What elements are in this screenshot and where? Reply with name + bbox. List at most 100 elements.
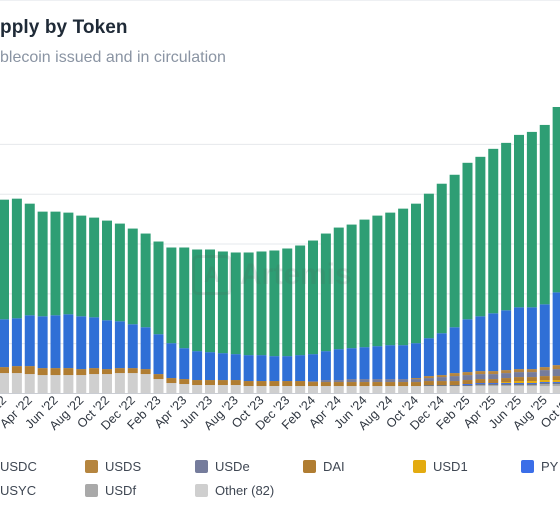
bar-segment xyxy=(89,217,100,318)
bar-segment xyxy=(385,386,396,393)
bar-segment xyxy=(449,376,460,382)
bar-segment xyxy=(552,383,560,385)
bar-segment xyxy=(488,386,499,393)
bar-segment xyxy=(514,385,524,387)
bar-segment xyxy=(552,380,560,383)
bar-segment xyxy=(539,367,550,371)
bar-segment xyxy=(11,366,22,374)
bar-segment xyxy=(269,381,280,387)
bar-segment xyxy=(140,369,151,375)
legend-swatch xyxy=(521,460,534,473)
bar-segment xyxy=(230,380,241,386)
legend-label: USDS xyxy=(105,459,142,474)
bar-segment xyxy=(526,377,537,382)
bar-segment xyxy=(63,212,74,315)
watermark-brand: Artemis xyxy=(240,258,352,291)
bar-segment xyxy=(462,372,473,376)
legend-item[interactable]: USDC xyxy=(0,459,37,474)
bar-segment xyxy=(436,333,447,376)
bar-segment xyxy=(449,381,460,386)
bar-segment xyxy=(346,348,357,380)
bar-segment xyxy=(501,310,512,371)
bar-segment xyxy=(295,381,306,387)
legend-item[interactable]: USDe xyxy=(195,459,250,474)
bar-segment xyxy=(514,383,524,385)
bar-segment xyxy=(539,370,550,377)
bar-segment xyxy=(539,376,550,381)
bar-segment xyxy=(256,251,267,356)
bar-segment xyxy=(153,241,164,335)
legend-item[interactable]: USD1 xyxy=(413,459,468,474)
bar-segment xyxy=(320,233,331,352)
legend-item[interactable]: DAI xyxy=(303,459,345,474)
bar-segment xyxy=(11,198,22,319)
bar-segment xyxy=(256,381,267,387)
bar-segment xyxy=(475,156,486,317)
bar-segment xyxy=(11,318,22,367)
bar-segment xyxy=(346,382,357,387)
bar-segment xyxy=(24,315,35,367)
bar-segment xyxy=(411,203,421,344)
legend-item[interactable]: USDS xyxy=(85,459,141,474)
bar-segment xyxy=(89,374,100,393)
bar-segment xyxy=(488,148,499,314)
legend-item[interactable]: USDf xyxy=(85,483,136,498)
legend-item[interactable]: USYC xyxy=(0,483,36,498)
bar-segment xyxy=(102,374,112,393)
bar-segment xyxy=(501,378,512,383)
bar-segment xyxy=(89,368,100,375)
bar-segment xyxy=(0,367,9,374)
bar-segment xyxy=(552,384,560,387)
bar-segment xyxy=(333,227,344,350)
bar-segment xyxy=(24,203,35,316)
bar-segment xyxy=(308,240,318,355)
bar-segment xyxy=(76,375,87,393)
bar-segment xyxy=(423,386,434,393)
bar-segment xyxy=(398,208,409,346)
bar-segment xyxy=(488,313,499,372)
bar-segment xyxy=(526,381,537,384)
bar-segment xyxy=(320,386,331,393)
bar-segment xyxy=(217,380,228,386)
card-top-divider xyxy=(0,0,560,1)
bar-segment xyxy=(526,131,537,308)
chart-subtitle: blecoin issued and in circulation xyxy=(0,49,226,66)
legend-swatch xyxy=(413,460,426,473)
bar-segment xyxy=(526,385,537,387)
bar-segment xyxy=(423,376,434,379)
bar-segment xyxy=(166,343,177,379)
bar-segment xyxy=(269,386,280,393)
bar-segment xyxy=(423,378,434,382)
chart-legend: USDC USDS USDe DAI USD1 PY USYC USDf Other (82) xyxy=(0,456,560,516)
bar-segment xyxy=(153,379,164,393)
bar-segment xyxy=(346,379,357,383)
bar-segment xyxy=(526,383,537,385)
bar-segment xyxy=(359,382,370,387)
bar-segment xyxy=(475,316,486,372)
bar-segment xyxy=(179,348,190,380)
bar-segment xyxy=(411,343,421,379)
legend-label: DAI xyxy=(323,459,345,474)
bar-segment xyxy=(76,215,87,317)
bar-segment xyxy=(526,372,537,378)
bar-segment xyxy=(333,380,344,383)
bar-segment xyxy=(205,352,215,381)
bar-segment xyxy=(436,386,447,393)
bar-segment xyxy=(475,383,486,385)
bar-segment xyxy=(449,386,460,393)
bar-segment xyxy=(359,219,370,348)
legend-swatch xyxy=(195,460,208,473)
watermark-logo-icon: A xyxy=(192,255,232,295)
bar-segment xyxy=(308,382,318,387)
bar-segment xyxy=(63,375,74,393)
legend-item[interactable]: Other (82) xyxy=(195,483,274,498)
bar-segment xyxy=(514,307,524,370)
bar-segment xyxy=(166,247,177,344)
bar-segment xyxy=(295,386,306,393)
bar-segment xyxy=(359,379,370,383)
bar-segment xyxy=(102,369,112,375)
legend-item[interactable]: PY xyxy=(521,459,558,474)
bar-segment xyxy=(114,368,125,374)
bar-segment xyxy=(243,355,254,382)
bar-segment xyxy=(552,106,560,293)
